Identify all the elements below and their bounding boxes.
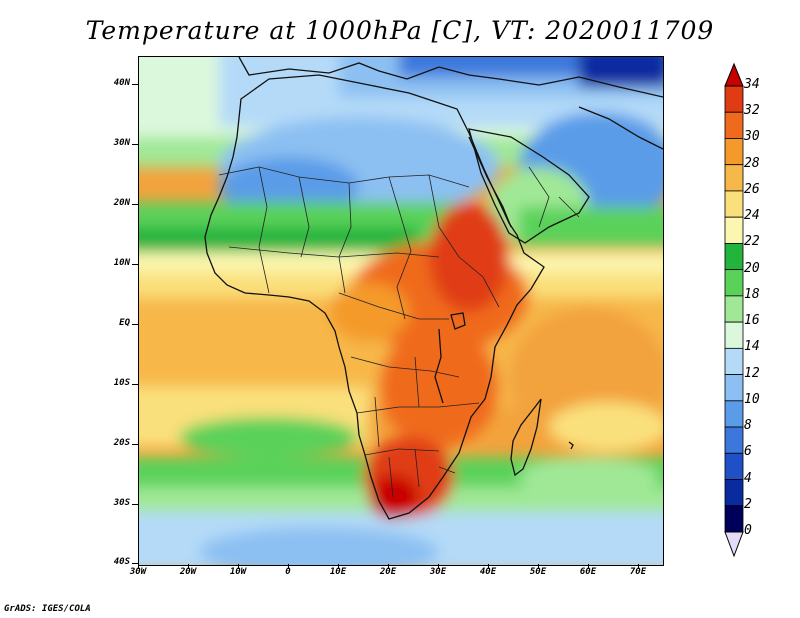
lon-label: 10E [329,567,347,577]
lat-label: EQ [119,318,130,328]
lat-label: 10N [113,258,130,268]
lon-label: 30W [129,567,147,577]
temperature-field [139,57,663,565]
tick-30s [132,504,138,505]
tick-30n [132,144,138,145]
credit-text: GrADS: IGES/COLA [4,604,91,614]
tick-10n [132,264,138,265]
tick-40e [488,564,489,569]
colorbar-label: 34 [744,77,760,92]
tick-10w [238,564,239,569]
lat-label: 40N [113,78,130,88]
colorbar-label: 14 [744,339,760,355]
lat-label: 20N [113,198,130,208]
tick-50e [538,564,539,569]
lon-label: 50E [529,567,547,577]
map-title: Temperature at 1000hPa [C], VT: 20200117… [85,16,715,45]
colorbar-cell [724,374,744,402]
colorbar-cell [724,347,744,375]
colorbar-cell [724,426,744,454]
colorbar-top-arrow [724,62,744,87]
colorbar-cell [724,138,744,166]
tick-20w [188,564,189,569]
tick-eq [132,324,138,325]
country-borders [218,166,580,498]
colorbar-label: 0 [744,523,752,538]
colorbar-label: 6 [744,444,752,460]
colorbar-label: 26 [744,181,760,197]
lon-label: 40E [479,567,497,577]
lat-label: 10S [113,378,130,388]
tick-40s [132,563,138,564]
colorbar-bottom-arrow [724,531,744,558]
colorbar-label: 28 [744,155,760,171]
lon-label: 0 [285,567,291,577]
colorbar-cell [724,505,744,533]
colorbar-cell [724,269,744,297]
colorbar-cell [724,479,744,507]
lon-label: 60E [579,567,597,577]
tick-20e [388,564,389,569]
lat-label: 20S [113,438,130,448]
tick-40n [132,84,138,85]
tick-30w [138,564,139,569]
colorbar-label: 24 [744,208,760,224]
colorbar-label: 12 [744,365,760,381]
lat-label: 40S [113,557,130,567]
tick-20s [132,444,138,445]
colorbar-label: 8 [744,418,752,434]
tick-20n [132,204,138,205]
colorbar-label: 18 [744,286,760,302]
lon-label: 10W [229,567,247,577]
colorbar-cell [724,111,744,139]
colorbar-cell [724,190,744,218]
colorbar-cells [724,85,744,533]
colorbar-cell [724,85,744,113]
colorbar-label: 20 [744,260,760,276]
lon-label: 70E [629,567,647,577]
colorbar [724,62,744,558]
colorbar-label: 30 [744,129,760,145]
colorbar-cell [724,452,744,480]
colorbar-label: 10 [744,391,760,407]
lon-label: 20E [379,567,397,577]
tick-60e [588,564,589,569]
lat-label: 30S [113,498,130,508]
lon-label: 20W [179,567,197,577]
colorbar-label: 4 [744,470,752,486]
colorbar-cell [724,295,744,323]
tick-10s [132,384,138,385]
colorbar-label: 16 [744,313,760,329]
lon-label: 30E [429,567,447,577]
tick-0 [288,564,289,569]
colorbar-cell [724,164,744,192]
colorbar-label: 32 [744,103,760,119]
tick-30e [438,564,439,569]
colorbar-cell [724,321,744,349]
tick-70e [638,564,639,569]
colorbar-label: 22 [744,234,760,250]
colorbar-cell [724,216,744,244]
tick-10e [338,564,339,569]
colorbar-cell [724,243,744,271]
temperature-map [138,56,664,566]
coastlines [204,57,663,520]
colorbar-cell [724,400,744,428]
lat-label: 30N [113,138,130,148]
colorbar-label: 2 [744,496,752,512]
